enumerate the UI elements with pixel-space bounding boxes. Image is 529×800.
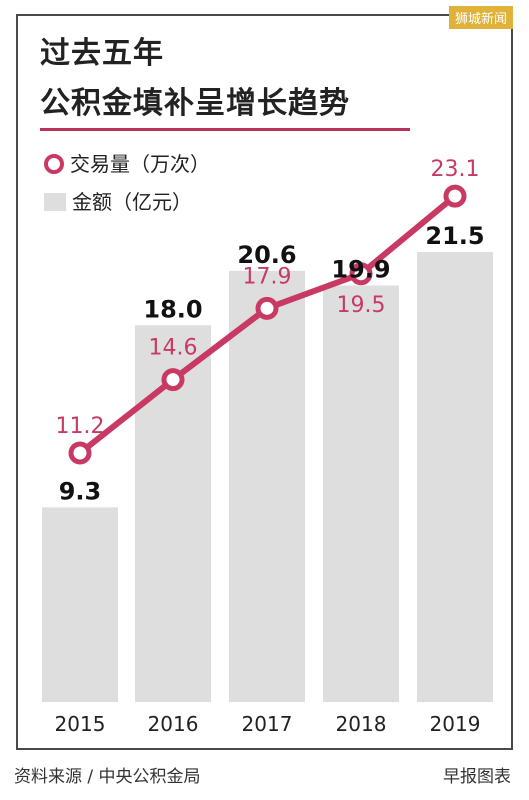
legend-label-volume: 交易量（万次） xyxy=(70,152,210,176)
line-label-2018: 19.5 xyxy=(337,293,386,318)
bar-label-2019: 21.5 xyxy=(425,222,484,250)
point-volume-2018 xyxy=(349,262,373,286)
bar-label-2015: 9.3 xyxy=(59,477,102,505)
bar-2015 xyxy=(42,507,118,702)
bar-2017 xyxy=(229,270,305,702)
legend-item-amount: 金额（亿元） xyxy=(44,186,192,215)
legend-label-amount: 金额（亿元） xyxy=(72,190,192,214)
bar-label-2017: 20.6 xyxy=(237,241,296,269)
x-tick-2016: 2016 xyxy=(148,712,199,736)
bar-label-2018: 19.9 xyxy=(331,255,390,283)
x-tick-2017: 2017 xyxy=(242,712,293,736)
chart-title-line2: 公积金填补呈增长趋势 xyxy=(40,86,350,121)
line-label-2017: 17.9 xyxy=(243,264,292,289)
bar-2019 xyxy=(417,252,493,702)
x-tick-2019: 2019 xyxy=(430,712,481,736)
bar-label-2016: 18.0 xyxy=(143,295,202,323)
chart-title-line1: 过去五年 xyxy=(40,36,164,71)
circle-marker-icon xyxy=(44,154,64,174)
legend-item-volume: 交易量（万次） xyxy=(44,148,210,177)
point-volume-2015 xyxy=(68,441,92,465)
watermark: 狮城新闻 xyxy=(448,6,513,29)
line-label-2019: 23.1 xyxy=(431,157,480,182)
point-volume-2017 xyxy=(255,296,279,320)
point-volume-2019 xyxy=(443,184,467,208)
title-underline xyxy=(40,128,410,131)
bar-2018 xyxy=(323,285,399,702)
line-label-2016: 14.6 xyxy=(149,336,198,361)
x-tick-2018: 2018 xyxy=(336,712,387,736)
line-label-2015: 11.2 xyxy=(56,414,105,439)
point-volume-2016 xyxy=(161,368,185,392)
x-tick-2015: 2015 xyxy=(55,712,106,736)
box-marker-icon xyxy=(44,193,66,211)
source-note: 资料来源 / 中央公积金局 xyxy=(14,767,201,787)
credit-note: 早报图表 xyxy=(443,767,511,787)
